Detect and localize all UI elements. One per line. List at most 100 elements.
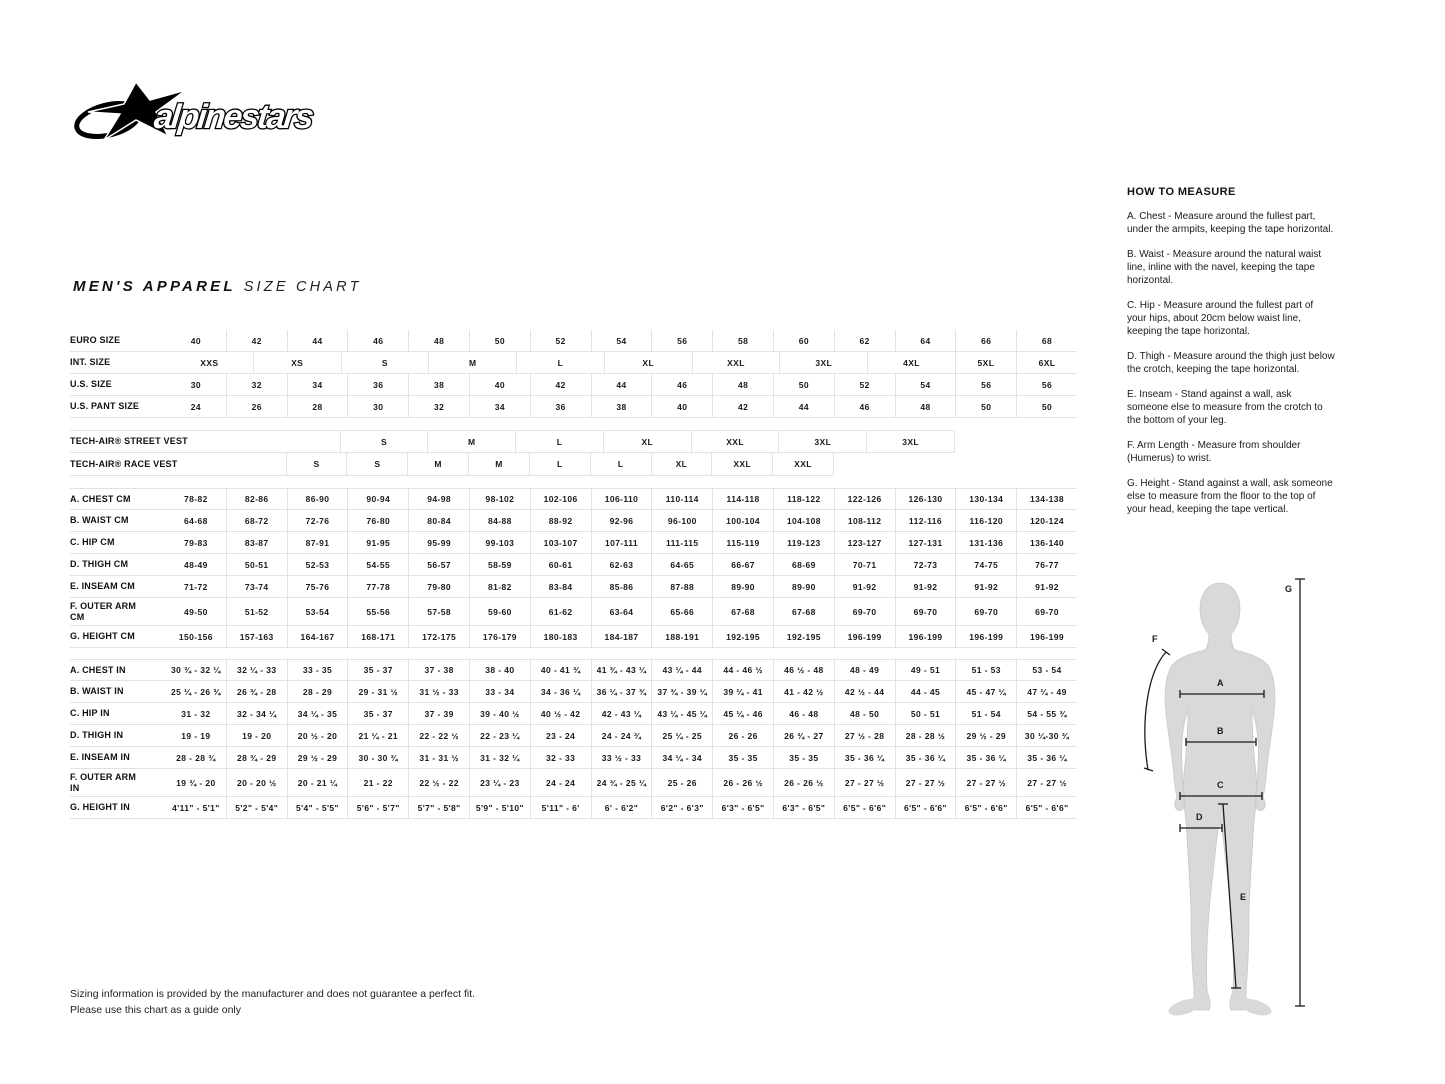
table-block: TECH-AIR® STREET VEST S M L XL XXL 3XL 3XL TECH-…: [70, 430, 1077, 476]
size-cell: 45 ¼ - 46: [712, 703, 773, 724]
size-cell: XS: [252, 352, 341, 373]
size-cell: 45 - 47 ¼: [955, 681, 1016, 702]
size-cell: 76-77: [1016, 554, 1077, 575]
size-cell: 5'6" - 5'7": [347, 797, 408, 818]
size-cell: 24: [190, 401, 202, 412]
measure-instruction: A. Chest - Measure around the fullest pa…: [1127, 211, 1334, 235]
table-row: D. THIGH CM 48-49 50-51 52-53 54-55 56-57 58-5…: [70, 554, 1077, 576]
size-cell: 60-61: [529, 554, 591, 575]
size-cell: 103-107: [529, 532, 591, 553]
how-to-measure: HOW TO MEASURE A. Chest - Measure around…: [1127, 186, 1335, 516]
size-cell: 52-53: [286, 554, 348, 575]
footer-line-1: Sizing information is provided by the ma…: [70, 988, 476, 1000]
table-row: E. INSEAM CM 71-72 73-74 75-76 77-78 79-80 81-…: [70, 576, 1077, 598]
size-cell: 69-70: [1016, 598, 1077, 625]
size-cell: 130-134: [955, 489, 1016, 509]
size-cell: 64-68: [184, 515, 208, 526]
size-cell: 31 ½ - 33: [408, 681, 469, 702]
size-cell: 51-52: [225, 598, 287, 625]
size-cell: 72-76: [286, 510, 348, 531]
size-cell: 34 - 36 ¼: [529, 681, 591, 702]
size-cell: 5'11" - 6': [529, 797, 591, 818]
row-label: TECH-AIR® STREET VEST: [70, 436, 188, 447]
brand-logo: alpinestars: [74, 80, 326, 142]
row-label: A. CHEST CM: [70, 493, 131, 504]
size-cell: 58-59: [468, 554, 530, 575]
size-cell: 50 - 51: [894, 703, 956, 724]
size-cell: 79-83: [184, 537, 208, 548]
size-cell: 73-74: [225, 576, 287, 597]
size-cell: 5'2" - 5'4": [225, 797, 287, 818]
size-cell: 65-66: [651, 598, 712, 625]
size-cell: 30 - 30 ¾: [347, 747, 408, 768]
size-cell: 134-138: [1016, 489, 1077, 509]
size-cell: 35 - 36 ¼: [1016, 747, 1077, 768]
size-cell: 27 - 27 ½: [1016, 769, 1077, 796]
size-cell: 30 ¼-30 ¾: [1016, 725, 1077, 746]
size-cell: 95-99: [408, 532, 469, 553]
size-cell: 35 - 37: [347, 703, 408, 724]
size-cell: 54: [894, 374, 956, 395]
size-cell: 67-68: [772, 598, 834, 625]
row-label: A. CHEST IN: [70, 664, 126, 675]
size-cell: 51 - 53: [955, 660, 1016, 680]
size-cell: 6'3" - 6'5": [772, 797, 834, 818]
body-silhouette-figure: A B C D E F G: [1143, 578, 1305, 1016]
size-cell: 87-91: [286, 532, 348, 553]
size-cell: 34 ¼ - 35: [286, 703, 348, 724]
size-cell: 108-112: [833, 510, 895, 531]
size-cell: 192-195: [772, 626, 834, 647]
size-cell: 29 - 31 ½: [347, 681, 408, 702]
measure-lines: [1143, 578, 1305, 1007]
size-cell: 123-127: [833, 532, 895, 553]
size-cell: 28 ¾ - 29: [225, 747, 287, 768]
size-cell: 24 - 24 ¾: [590, 725, 652, 746]
size-cell: 30: [347, 396, 408, 417]
size-cell: 64: [894, 330, 956, 351]
size-cell: 83-87: [225, 532, 287, 553]
size-cell: 33 - 35: [286, 660, 348, 680]
size-cell: 38: [590, 396, 652, 417]
size-cell: 111-115: [651, 532, 712, 553]
size-cell: 33 ½ - 33: [590, 747, 652, 768]
measure-instruction: C. Hip - Measure around the fullest part…: [1127, 300, 1314, 337]
size-cell: 31 - 31 ½: [408, 747, 469, 768]
size-cell: 26 ¾ - 28: [225, 681, 287, 702]
size-cell: 62-63: [590, 554, 652, 575]
size-cell: 40: [190, 335, 202, 346]
table-block: EURO SIZE 40 42 44 46 48 50 52 54 56 58 60 62 64 66 68 I…: [70, 330, 1077, 418]
row-label: C. HIP CM: [70, 537, 115, 548]
size-cell: 47 ¼ - 49: [1016, 681, 1077, 702]
row-label: F. OUTER ARM IN: [70, 772, 137, 793]
size-cell: 71-72: [184, 581, 208, 592]
size-cell: S: [285, 453, 347, 475]
size-cell: 91-95: [347, 532, 408, 553]
size-cell: 5'4" - 5'5": [286, 797, 348, 818]
label-e: E: [1240, 892, 1246, 902]
size-cell: 32 - 33: [529, 747, 591, 768]
size-cell: 36 ¼ - 37 ¾: [590, 681, 652, 702]
size-cell: 56: [651, 330, 712, 351]
size-cell: 52: [833, 374, 895, 395]
size-cell: 91-92: [833, 576, 895, 597]
size-cell: 23 ¼ - 23: [468, 769, 530, 796]
table-row: G. HEIGHT IN 4'11" - 5'1" 5'2" - 5'4" 5'4" …: [70, 797, 1077, 819]
table-row: INT. SIZE XXS XS S M L XL XXL 3XL 4XL 5XL 6XL: [70, 352, 1077, 374]
table-row: F. OUTER ARM IN 19 ¾ - 20 20 - 20 ½ 20 - 21 …: [70, 769, 1077, 797]
size-cell: 29 ½ - 29: [955, 725, 1016, 746]
label-a: A: [1217, 678, 1224, 688]
size-cell: 42 - 43 ¼: [590, 703, 652, 724]
alpinestars-logo-graphic: alpinestars: [74, 80, 316, 141]
label-c: C: [1217, 780, 1224, 790]
size-cell: 42: [712, 396, 773, 417]
size-cell: 48: [894, 396, 956, 417]
size-cell: 50: [772, 374, 834, 395]
size-cell: 36: [529, 396, 591, 417]
size-cell: 35 - 36 ¼: [833, 747, 895, 768]
size-cell: 54: [590, 330, 652, 351]
size-cell: 116-120: [955, 510, 1016, 531]
size-cell: 54 - 55 ¾: [1016, 703, 1077, 724]
label-f: F: [1152, 634, 1158, 644]
size-cell: 34: [468, 396, 530, 417]
